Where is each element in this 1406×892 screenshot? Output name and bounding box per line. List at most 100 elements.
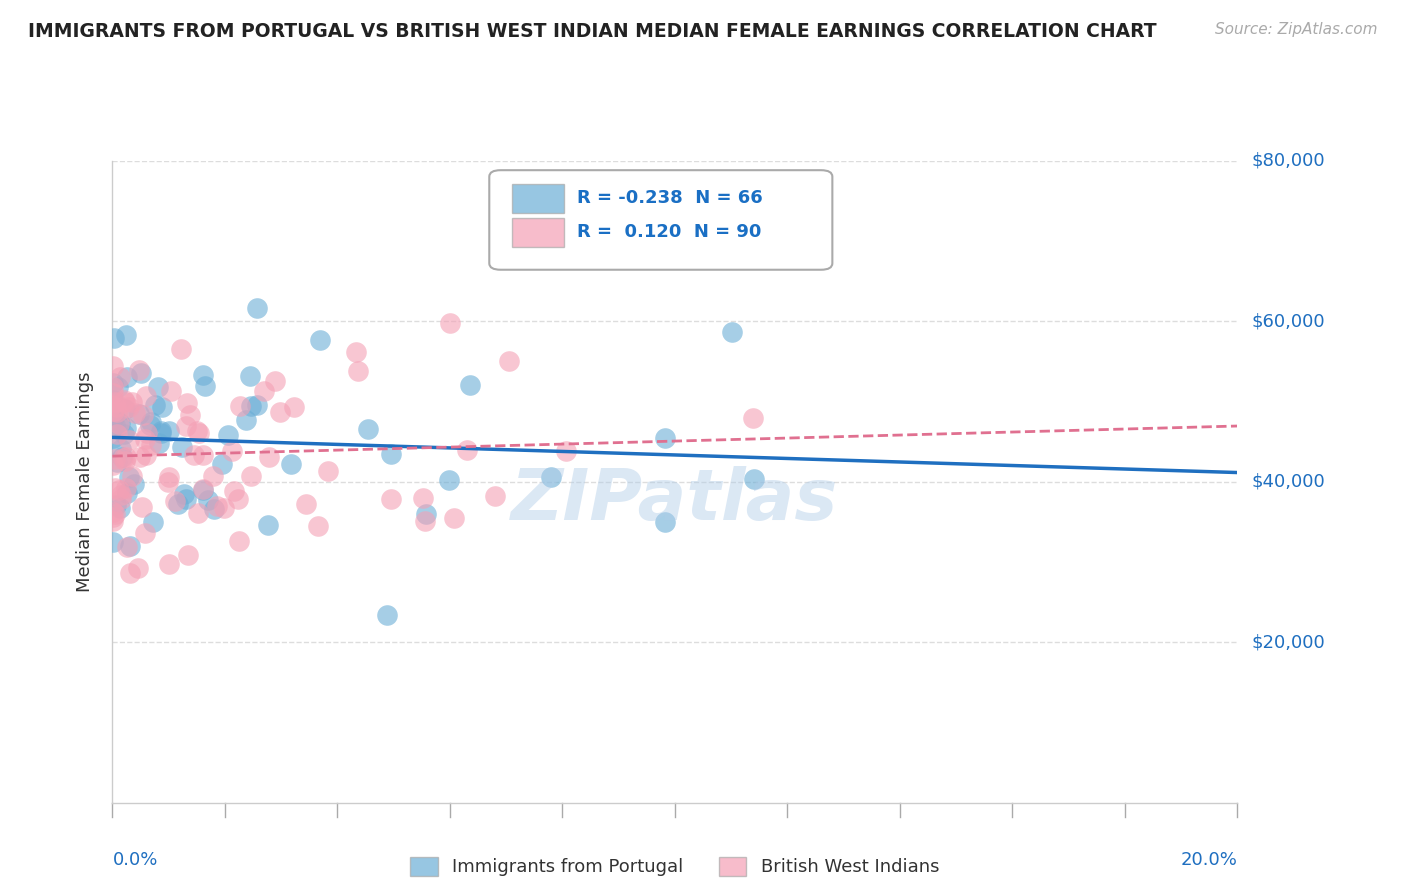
Point <box>104 507 127 521</box>
Point <box>148 435 170 450</box>
Point <box>229 399 252 413</box>
Point <box>110 442 132 457</box>
Point <box>103 404 125 418</box>
Point <box>104 418 127 433</box>
Point <box>177 549 200 563</box>
Point <box>280 457 302 471</box>
Point <box>150 400 173 414</box>
Text: $60,000: $60,000 <box>1251 312 1324 330</box>
Point <box>654 515 676 529</box>
Point <box>118 469 141 483</box>
Point <box>146 380 169 394</box>
Point <box>101 510 124 524</box>
Text: $20,000: $20,000 <box>1251 633 1324 651</box>
Text: 20.0%: 20.0% <box>1181 851 1237 869</box>
Point <box>101 505 124 519</box>
Point <box>295 497 318 511</box>
Point <box>183 449 205 463</box>
Point <box>104 452 127 467</box>
Point <box>217 427 239 442</box>
Point <box>439 474 461 488</box>
Point <box>246 301 269 315</box>
Point <box>179 408 201 422</box>
Point <box>115 540 138 554</box>
Point <box>115 369 138 384</box>
Point <box>377 607 399 622</box>
Point <box>128 407 150 421</box>
Point <box>239 368 262 383</box>
FancyBboxPatch shape <box>489 170 832 269</box>
Point <box>139 438 162 452</box>
Point <box>135 389 157 403</box>
Point <box>110 488 132 502</box>
Point <box>415 507 437 521</box>
Point <box>744 473 766 487</box>
Point <box>187 507 209 521</box>
Point <box>103 409 125 424</box>
Point <box>134 432 156 446</box>
Point <box>111 450 134 465</box>
Point <box>120 566 142 581</box>
Point <box>135 448 157 462</box>
Point <box>121 469 143 483</box>
Point <box>228 534 250 549</box>
Point <box>257 450 280 464</box>
Point <box>222 483 245 498</box>
Point <box>186 424 208 438</box>
Point <box>127 561 149 575</box>
Text: Source: ZipAtlas.com: Source: ZipAtlas.com <box>1215 22 1378 37</box>
Point <box>107 483 129 498</box>
Point <box>101 359 124 373</box>
Point <box>103 395 125 409</box>
Text: 0.0%: 0.0% <box>112 851 157 869</box>
Point <box>108 417 131 431</box>
Point <box>344 345 367 359</box>
FancyBboxPatch shape <box>512 218 564 247</box>
Point <box>166 497 188 511</box>
Point <box>654 431 676 445</box>
Point <box>498 353 520 368</box>
Point <box>104 401 127 415</box>
Point <box>101 458 124 472</box>
Point <box>540 470 562 484</box>
Point <box>157 470 180 484</box>
Point <box>165 494 187 508</box>
Point <box>103 386 125 401</box>
Point <box>114 402 136 417</box>
Point <box>108 416 131 430</box>
Text: R = -0.238  N = 66: R = -0.238 N = 66 <box>576 189 763 208</box>
Point <box>456 442 478 457</box>
Point <box>191 448 214 462</box>
Point <box>202 501 225 516</box>
Point <box>188 425 211 440</box>
Point <box>264 374 287 388</box>
Point <box>101 534 124 549</box>
Point <box>174 491 197 506</box>
Point <box>101 412 124 426</box>
Point <box>211 457 233 471</box>
Point <box>316 464 339 478</box>
Point <box>256 518 278 533</box>
Point <box>174 419 197 434</box>
Point <box>105 499 128 513</box>
Point <box>124 406 146 420</box>
Point <box>118 400 141 414</box>
Point <box>159 384 181 398</box>
Point <box>157 424 180 438</box>
Point <box>138 417 160 432</box>
Point <box>101 431 124 445</box>
Point <box>101 398 124 412</box>
Point <box>120 539 142 553</box>
Point <box>134 526 156 541</box>
Legend: Immigrants from Portugal, British West Indians: Immigrants from Portugal, British West I… <box>404 850 946 884</box>
Point <box>129 450 152 465</box>
Point <box>193 368 215 382</box>
Point <box>115 485 138 500</box>
Point <box>235 413 257 427</box>
Point <box>380 447 402 461</box>
Point <box>128 363 150 377</box>
Point <box>103 376 125 391</box>
Point <box>742 410 765 425</box>
Point <box>221 443 243 458</box>
Point <box>101 379 124 393</box>
